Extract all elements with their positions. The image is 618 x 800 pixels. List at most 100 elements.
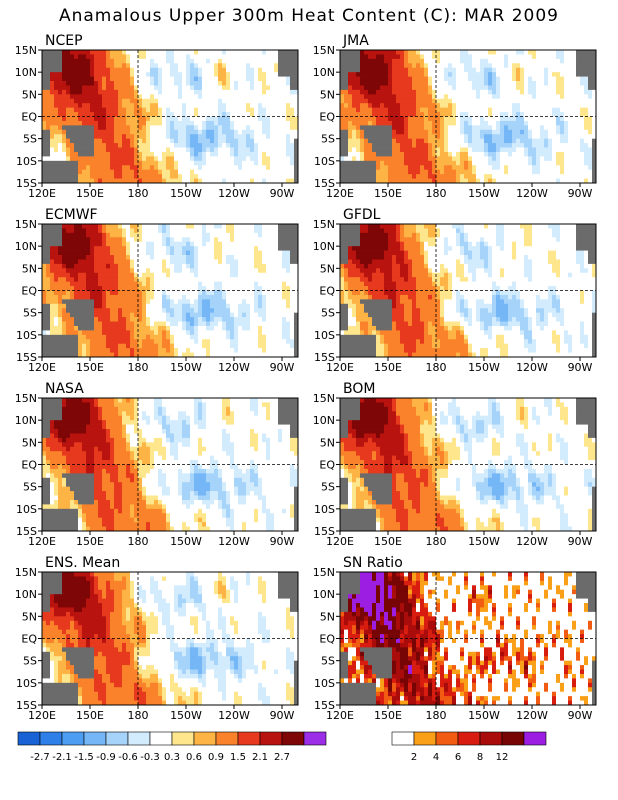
- colorbar-label: 0.9: [208, 752, 224, 763]
- x-tick-label: 120E: [28, 361, 56, 374]
- y-tick-label: 10N: [313, 414, 335, 427]
- y-tick-label: 15N: [15, 392, 37, 405]
- y-tick-label: 5S: [23, 307, 37, 320]
- colorbar-label: 2: [411, 752, 417, 763]
- y-tick-label: 15S: [314, 177, 335, 190]
- y-tick-label: EQ: [319, 285, 335, 298]
- colorbar-swatch: [171, 731, 195, 746]
- heatmap-cells: [42, 224, 299, 358]
- y-tick-label: EQ: [21, 285, 37, 298]
- colorbar-label: -2.1: [52, 752, 72, 763]
- anomaly-colorbar: -2.7 -2.1 -1.5 -0.9 -0.6 -0.3 0.3 0.6 0.9 1.5 2.1 2…: [17, 731, 327, 763]
- y-tick-label: 5S: [321, 655, 335, 668]
- panel-title: BOM: [343, 381, 375, 397]
- y-tick-label: 10S: [16, 155, 37, 168]
- x-tick-label: 90W: [568, 187, 593, 200]
- colorbar-swatch: [457, 731, 481, 746]
- colorbar-swatch: [501, 731, 525, 746]
- y-tick-label: EQ: [21, 111, 37, 124]
- x-tick-label: 150W: [170, 709, 202, 722]
- panel-ecmwf: ECMWF 120E 150E 180 150W 120W 90W 15N 10N 5N EQ 5S 1…: [15, 207, 299, 374]
- y-tick-label: 15N: [313, 218, 335, 231]
- colorbar-label: 0.6: [186, 752, 202, 763]
- heatmap-cells: [340, 224, 597, 358]
- colorbar-swatch: [303, 731, 327, 746]
- y-tick-label: 15N: [15, 44, 37, 57]
- panel-title: GFDL: [343, 207, 381, 223]
- y-tick-label: 5N: [320, 610, 335, 623]
- panel-nasa: NASA 120E 150E 180 150W 120W 90W 15N 10N 5N EQ 5S 10…: [15, 381, 299, 548]
- y-tick-label: 10S: [16, 329, 37, 342]
- x-tick-label: 120E: [326, 709, 354, 722]
- y-tick-label: 10S: [16, 503, 37, 516]
- x-tick-label: 150W: [170, 535, 202, 548]
- colorbar-swatch: [391, 731, 415, 746]
- y-tick-label: 15S: [16, 351, 37, 364]
- y-tick-label: 15N: [313, 392, 335, 405]
- heatmap-cells: [42, 50, 299, 184]
- y-tick-label: 5N: [320, 262, 335, 275]
- x-tick-label: 120E: [28, 709, 56, 722]
- x-tick-label: 150E: [76, 709, 104, 722]
- y-tick-label: 5S: [23, 133, 37, 146]
- y-tick-label: 15S: [314, 699, 335, 712]
- x-tick-label: 90W: [270, 535, 295, 548]
- y-tick-label: 15S: [16, 699, 37, 712]
- y-tick-label: EQ: [21, 633, 37, 646]
- colorbar-label: 1.5: [230, 752, 246, 763]
- y-tick-label: EQ: [319, 459, 335, 472]
- colorbar-swatch: [435, 731, 459, 746]
- colorbar-label: -0.6: [118, 752, 138, 763]
- x-tick-label: 180: [128, 361, 149, 374]
- y-tick-label: 10S: [314, 677, 335, 690]
- panel-gfdl: GFDL 120E 150E 180 150W 120W 90W 15N 10N 5N EQ 5S 10…: [313, 207, 597, 374]
- y-tick-label: 10N: [15, 588, 37, 601]
- x-tick-label: 150E: [374, 361, 402, 374]
- y-tick-label: 10S: [314, 155, 335, 168]
- panel-bom: BOM 120E 150E 180 150W 120W 90W 15N 10N 5N EQ 5S 10S…: [313, 381, 597, 548]
- panel-title: ECMWF: [45, 207, 98, 223]
- x-tick-label: 120W: [218, 709, 250, 722]
- x-tick-label: 120W: [516, 709, 548, 722]
- x-tick-label: 150W: [468, 535, 500, 548]
- y-tick-label: 5N: [320, 88, 335, 101]
- x-tick-label: 90W: [270, 187, 295, 200]
- x-tick-label: 120W: [218, 361, 250, 374]
- colorbar-swatch: [149, 731, 173, 746]
- y-tick-label: 15N: [313, 566, 335, 579]
- y-tick-label: 10N: [15, 414, 37, 427]
- y-tick-label: 10N: [15, 240, 37, 253]
- x-tick-label: 90W: [270, 361, 295, 374]
- x-tick-label: 120W: [516, 187, 548, 200]
- colorbar-swatch: [281, 731, 305, 746]
- y-tick-label: 5S: [321, 481, 335, 494]
- colorbar-label: -1.5: [74, 752, 94, 763]
- y-tick-label: 5N: [22, 436, 37, 449]
- x-tick-label: 120W: [516, 361, 548, 374]
- x-tick-label: 150E: [374, 709, 402, 722]
- colorbar-swatch: [215, 731, 239, 746]
- y-tick-label: 5S: [23, 655, 37, 668]
- x-tick-label: 120W: [218, 535, 250, 548]
- x-tick-label: 150W: [468, 187, 500, 200]
- panel-ens-mean: ENS. Mean 120E 150E 180 150W 120W 90W 15N 10N 5N E…: [15, 555, 299, 722]
- x-tick-label: 120W: [516, 535, 548, 548]
- colorbar-label: -2.7: [30, 752, 50, 763]
- x-tick-label: 120E: [326, 187, 354, 200]
- colorbar-label: 2.1: [252, 752, 268, 763]
- x-tick-label: 180: [128, 187, 149, 200]
- colorbar-swatch: [193, 731, 217, 746]
- colorbar-label: 12: [496, 752, 509, 763]
- colorbar-swatch: [259, 731, 283, 746]
- y-tick-label: 10S: [16, 677, 37, 690]
- colorbar-label: -0.9: [96, 752, 116, 763]
- colorbar-label: 2.7: [274, 752, 290, 763]
- colorbar-swatch: [523, 731, 547, 746]
- x-tick-label: 90W: [568, 709, 593, 722]
- panel-title: NASA: [45, 381, 84, 397]
- x-tick-label: 180: [128, 535, 149, 548]
- y-tick-label: 5N: [22, 88, 37, 101]
- y-tick-label: 15N: [15, 218, 37, 231]
- y-tick-label: 15S: [314, 525, 335, 538]
- x-tick-label: 150W: [468, 709, 500, 722]
